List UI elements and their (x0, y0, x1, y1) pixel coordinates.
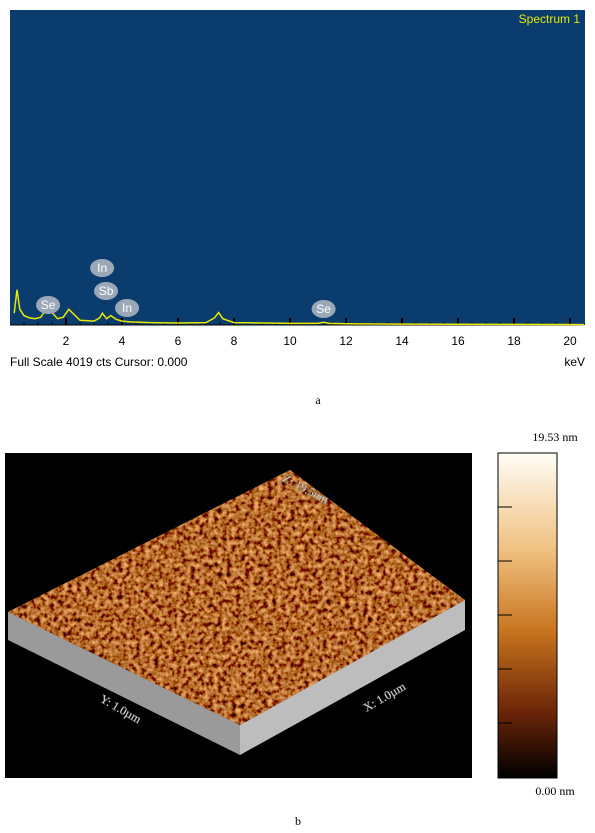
figure: Spectrum 1 Full Scale 4019 cts Cursor: 0… (0, 0, 595, 833)
peak-label: Sb (99, 284, 114, 298)
caption: a (315, 393, 321, 407)
colorbar-max: 19.53 nm (532, 430, 578, 444)
peak-label: In (122, 301, 132, 315)
x-tick-label: 20 (563, 334, 577, 348)
colorbar-min: 0.00 nm (535, 784, 575, 798)
spectrum-title: Spectrum 1 (519, 12, 581, 26)
x-tick-label: 18 (507, 334, 521, 348)
peak-label: Se (41, 298, 56, 312)
caption: b (295, 814, 301, 828)
x-tick-label: 2 (63, 334, 70, 348)
x-tick-label: 10 (283, 334, 297, 348)
x-tick-label: 6 (175, 334, 182, 348)
x-tick-label: 12 (339, 334, 353, 348)
x-tick-label: 14 (395, 334, 409, 348)
footer: Full Scale 4019 cts Cursor: 0.000 (10, 355, 188, 369)
peak-label: Se (316, 302, 331, 316)
peak-label: In (97, 261, 107, 275)
page: Spectrum 1 Full Scale 4019 cts Cursor: 0… (0, 0, 595, 833)
x-tick-label: 4 (119, 334, 126, 348)
x-tick-label: 8 (231, 334, 238, 348)
plot-area (10, 10, 585, 325)
x-tick-label: 16 (451, 334, 465, 348)
x-axis-label: keV (564, 355, 585, 369)
